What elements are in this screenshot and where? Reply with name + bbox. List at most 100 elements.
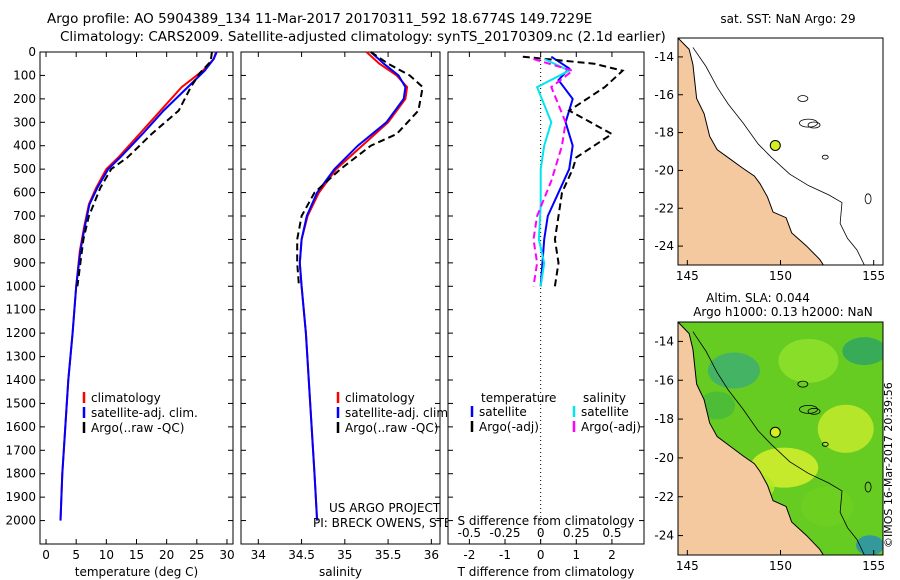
differences-panel: -2 -1 0 1 2 T difference from climatology -0.5… bbox=[447, 51, 645, 579]
x2-tick-label: 0.25 bbox=[563, 526, 590, 540]
sst-map-land bbox=[678, 38, 824, 265]
y-tick-label: -22 bbox=[654, 490, 674, 504]
x-tick-label: 0 bbox=[42, 548, 50, 562]
legend-header-temperature: temperature bbox=[481, 391, 556, 405]
salinity-x-axis-label: salinity bbox=[319, 565, 362, 579]
y-tick-label: -18 bbox=[654, 126, 674, 140]
sla-anomaly-patch bbox=[778, 338, 839, 383]
legend-label: satellite bbox=[581, 405, 629, 419]
figure-title-line2: Climatology: CARS2009. Satellite-adjuste… bbox=[60, 29, 666, 45]
x-tick-label: 15 bbox=[129, 548, 144, 562]
reef-outline bbox=[799, 118, 818, 128]
y-tick-label: 0 bbox=[28, 45, 36, 59]
x2-tick-label: 0.5 bbox=[602, 526, 621, 540]
reef-outline bbox=[807, 407, 821, 415]
x-tick-label: 145 bbox=[676, 269, 699, 283]
x-tick-label: 2 bbox=[608, 548, 616, 562]
legend-label: climatology bbox=[345, 391, 415, 405]
series-line-salinity-argo-adj- bbox=[532, 58, 575, 287]
legend-label: Argo(-adj) bbox=[479, 420, 539, 434]
y-tick-label: -22 bbox=[654, 201, 674, 215]
y-tick-label: 500 bbox=[13, 162, 36, 176]
sla-map-title: Altim. SLA: 0.044 bbox=[706, 291, 810, 305]
sla-map-isobath-line bbox=[692, 331, 865, 555]
legend-label: Argo(..raw -QC) bbox=[91, 421, 184, 435]
y-tick-label: 1800 bbox=[5, 467, 36, 481]
x-tick-label: 35 bbox=[337, 548, 352, 562]
argo-float-marker bbox=[769, 426, 781, 438]
y-tick-label: -14 bbox=[654, 334, 674, 348]
reef-outline bbox=[797, 380, 809, 388]
y-tick-label: -14 bbox=[654, 50, 674, 64]
y-tick-label: 1500 bbox=[5, 396, 36, 410]
x-tick-label: 10 bbox=[99, 548, 114, 562]
series-line-temperature-argo-adj- bbox=[522, 55, 625, 287]
series-line-temperature-satellite bbox=[539, 55, 574, 287]
sla-anomaly-patch bbox=[855, 535, 883, 555]
legend-header-salinity: salinity bbox=[583, 391, 626, 405]
x-tick-label: 30 bbox=[219, 548, 234, 562]
legend-label: satellite bbox=[479, 405, 527, 419]
sst-map-isobath-line bbox=[692, 47, 865, 265]
sst-map-title: sat. SST: NaN Argo: 29 bbox=[720, 12, 855, 26]
timestamp: ©IMOS 16-Mar-2017 20:39:56 bbox=[882, 382, 895, 548]
legend-label: Argo(-adj) bbox=[581, 420, 641, 434]
sla-anomaly-patch bbox=[817, 404, 874, 453]
y-tick-label: 100 bbox=[13, 68, 36, 82]
sla-map-land bbox=[678, 322, 824, 555]
sst-map-plot-area bbox=[678, 38, 883, 265]
sla-anomaly-patch bbox=[699, 391, 736, 420]
sla-map-panel: 145 150 155 -14 -16 -18 -20 -22 -24 bbox=[654, 321, 885, 573]
x-tick-label: -1 bbox=[499, 548, 511, 562]
x2-tick-label: 0 bbox=[537, 526, 545, 540]
x-tick-label: -2 bbox=[463, 548, 475, 562]
y-tick-label: -24 bbox=[654, 239, 674, 253]
x-tick-label: 145 bbox=[676, 559, 699, 573]
y-tick-label: 800 bbox=[13, 232, 36, 246]
y-tick-label: 1200 bbox=[5, 326, 36, 340]
y-tick-label: -18 bbox=[654, 412, 674, 426]
y-tick-label: -16 bbox=[654, 88, 674, 102]
y-tick-label: -24 bbox=[654, 529, 674, 543]
sla-map-subtitle: Argo h1000: 0.13 h2000: NaN bbox=[693, 305, 873, 319]
reef-outline bbox=[807, 121, 821, 129]
y-tick-label: 700 bbox=[13, 209, 36, 223]
x-tick-label: 20 bbox=[159, 548, 174, 562]
x-tick-label: 25 bbox=[189, 548, 204, 562]
series-line-satellite-adj-clim- bbox=[59, 51, 218, 521]
figure-title-line1: Argo profile: AO 5904389_134 11-Mar-2017… bbox=[47, 11, 593, 27]
x-tick-label: 1 bbox=[572, 548, 580, 562]
sla-anomaly-patch bbox=[801, 486, 854, 527]
x2-tick-label: -0.5 bbox=[458, 526, 481, 540]
y-tick-label: 300 bbox=[13, 115, 36, 129]
reef-outline bbox=[821, 154, 829, 160]
legend-label: satellite-adj. clim. bbox=[345, 406, 452, 420]
project-annotation: US ARGO PROJECT bbox=[329, 501, 441, 515]
x-tick-label: 150 bbox=[769, 559, 792, 573]
x-tick-label: 34 bbox=[251, 548, 266, 562]
y-tick-label: 1600 bbox=[5, 420, 36, 434]
x-tick-label: 155 bbox=[862, 269, 885, 283]
y-tick-label: 1300 bbox=[5, 350, 36, 364]
y-tick-label: 1000 bbox=[5, 279, 36, 293]
reef-outline bbox=[799, 404, 818, 414]
legend-label: climatology bbox=[91, 391, 161, 405]
y-tick-label: 1400 bbox=[5, 373, 36, 387]
y-tick-label: 200 bbox=[13, 92, 36, 106]
temperature-panel: 0 5 10 15 20 25 300100200300400500600700800900… bbox=[5, 45, 234, 579]
y-tick-label: 900 bbox=[13, 256, 36, 270]
x-tick-label: 5 bbox=[72, 548, 80, 562]
legend-label: satellite-adj. clim. bbox=[91, 406, 198, 420]
x2-axis-label: S difference from climatology bbox=[458, 514, 635, 528]
y-tick-label: 400 bbox=[13, 139, 36, 153]
sst-map-panel: 145 150 155 -14 -16 -18 -20 -22 -24 bbox=[654, 37, 885, 283]
temperature-x-axis-label: temperature (deg C) bbox=[75, 565, 198, 579]
differences-axes-box bbox=[447, 51, 645, 545]
y-tick-label: 1700 bbox=[5, 443, 36, 457]
y-tick-label: 2000 bbox=[5, 514, 36, 528]
differences-x-axis-label: T difference from climatology bbox=[457, 565, 635, 579]
y-tick-label: 1900 bbox=[5, 490, 36, 504]
series-line-salinity-satellite bbox=[535, 58, 572, 287]
